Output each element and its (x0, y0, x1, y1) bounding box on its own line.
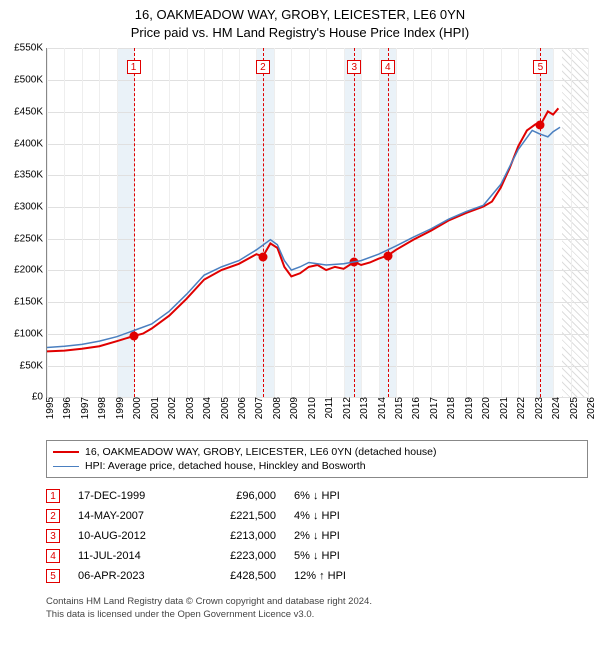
x-axis-label: 2005 (216, 397, 231, 419)
event-row: 3 10-AUG-2012 £213,000 2% ↓ HPI (46, 526, 588, 546)
y-axis-label: £500K (14, 75, 47, 86)
event-row-badge: 2 (46, 509, 60, 523)
legend-swatch (53, 466, 79, 467)
legend-item: 16, OAKMEADOW WAY, GROBY, LEICESTER, LE6… (53, 445, 581, 459)
series-hpi (47, 128, 560, 348)
x-axis-label: 1997 (76, 397, 91, 419)
event-row-diff: 5% ↓ HPI (294, 550, 394, 562)
event-row-price: £221,500 (196, 510, 276, 522)
x-axis-label: 2013 (355, 397, 370, 419)
event-row-date: 14-MAY-2007 (78, 510, 178, 522)
x-axis-label: 2000 (128, 397, 143, 419)
event-row: 1 17-DEC-1999 £96,000 6% ↓ HPI (46, 486, 588, 506)
event-row: 2 14-MAY-2007 £221,500 4% ↓ HPI (46, 506, 588, 526)
x-axis-label: 1998 (93, 397, 108, 419)
event-row-diff: 6% ↓ HPI (294, 490, 394, 502)
x-axis-label: 2007 (250, 397, 265, 419)
events-table: 1 17-DEC-1999 £96,000 6% ↓ HPI 2 14-MAY-2007 £… (46, 486, 588, 586)
event-row-price: £96,000 (196, 490, 276, 502)
x-axis-label: 2012 (338, 397, 353, 419)
x-axis-label: 1996 (58, 397, 73, 419)
x-axis-label: 1995 (41, 397, 56, 419)
x-axis-label: 2025 (565, 397, 580, 419)
x-axis-label: 2026 (582, 397, 597, 419)
series-price_paid (47, 109, 558, 352)
event-row: 4 11-JUL-2014 £223,000 5% ↓ HPI (46, 546, 588, 566)
x-axis-label: 2014 (373, 397, 388, 419)
x-axis-label: 2022 (512, 397, 527, 419)
y-axis-label: £300K (14, 202, 47, 213)
x-axis-label: 2006 (233, 397, 248, 419)
x-axis-label: 2023 (530, 397, 545, 419)
y-axis-label: £50K (20, 360, 47, 371)
event-row-badge: 4 (46, 549, 60, 563)
event-row-date: 06-APR-2023 (78, 570, 178, 582)
x-axis-label: 2024 (547, 397, 562, 419)
event-row-price: £428,500 (196, 570, 276, 582)
legend-item: HPI: Average price, detached house, Hinc… (53, 459, 581, 473)
legend: 16, OAKMEADOW WAY, GROBY, LEICESTER, LE6… (46, 440, 588, 478)
event-row-badge: 3 (46, 529, 60, 543)
event-row-diff: 12% ↑ HPI (294, 570, 394, 582)
event-row-price: £213,000 (196, 530, 276, 542)
event-row-badge: 1 (46, 489, 60, 503)
x-axis-label: 2010 (303, 397, 318, 419)
x-axis-label: 2019 (460, 397, 475, 419)
event-row-date: 11-JUL-2014 (78, 550, 178, 562)
x-axis-label: 2001 (146, 397, 161, 419)
x-axis-label: 2002 (163, 397, 178, 419)
y-axis-label: £150K (14, 297, 47, 308)
footer-line-1: Contains HM Land Registry data © Crown c… (46, 596, 588, 608)
legend-swatch (53, 451, 79, 453)
legend-label: 16, OAKMEADOW WAY, GROBY, LEICESTER, LE6… (85, 446, 437, 458)
footer-line-2: This data is licensed under the Open Gov… (46, 609, 588, 621)
x-axis-label: 1999 (111, 397, 126, 419)
x-axis-label: 2003 (181, 397, 196, 419)
x-axis-label: 2008 (268, 397, 283, 419)
footer-attribution: Contains HM Land Registry data © Crown c… (46, 596, 588, 621)
x-axis-label: 2017 (425, 397, 440, 419)
y-axis-label: £350K (14, 170, 47, 181)
chart-title: 16, OAKMEADOW WAY, GROBY, LEICESTER, LE6… (0, 0, 600, 42)
event-row-diff: 4% ↓ HPI (294, 510, 394, 522)
gridline-v (588, 48, 589, 397)
event-row-price: £223,000 (196, 550, 276, 562)
event-row-date: 17-DEC-1999 (78, 490, 178, 502)
title-line-2: Price paid vs. HM Land Registry's House … (0, 24, 600, 42)
y-axis-label: £100K (14, 328, 47, 339)
title-line-1: 16, OAKMEADOW WAY, GROBY, LEICESTER, LE6… (0, 6, 600, 24)
legend-label: HPI: Average price, detached house, Hinc… (85, 460, 366, 472)
x-axis-label: 2015 (390, 397, 405, 419)
x-axis-label: 2018 (442, 397, 457, 419)
event-row: 5 06-APR-2023 £428,500 12% ↑ HPI (46, 566, 588, 586)
event-row-date: 10-AUG-2012 (78, 530, 178, 542)
y-axis-label: £400K (14, 138, 47, 149)
x-axis-label: 2020 (477, 397, 492, 419)
y-axis-label: £200K (14, 265, 47, 276)
x-axis-label: 2009 (285, 397, 300, 419)
event-row-badge: 5 (46, 569, 60, 583)
y-axis-label: £550K (14, 43, 47, 54)
x-axis-label: 2016 (407, 397, 422, 419)
y-axis-label: £250K (14, 233, 47, 244)
x-axis-label: 2021 (495, 397, 510, 419)
price-chart: 12345 £0£50K£100K£150K£200K£250K£300K£35… (46, 48, 588, 398)
event-row-diff: 2% ↓ HPI (294, 530, 394, 542)
x-axis-label: 2004 (198, 397, 213, 419)
x-axis-label: 2011 (320, 397, 335, 419)
y-axis-label: £450K (14, 106, 47, 117)
